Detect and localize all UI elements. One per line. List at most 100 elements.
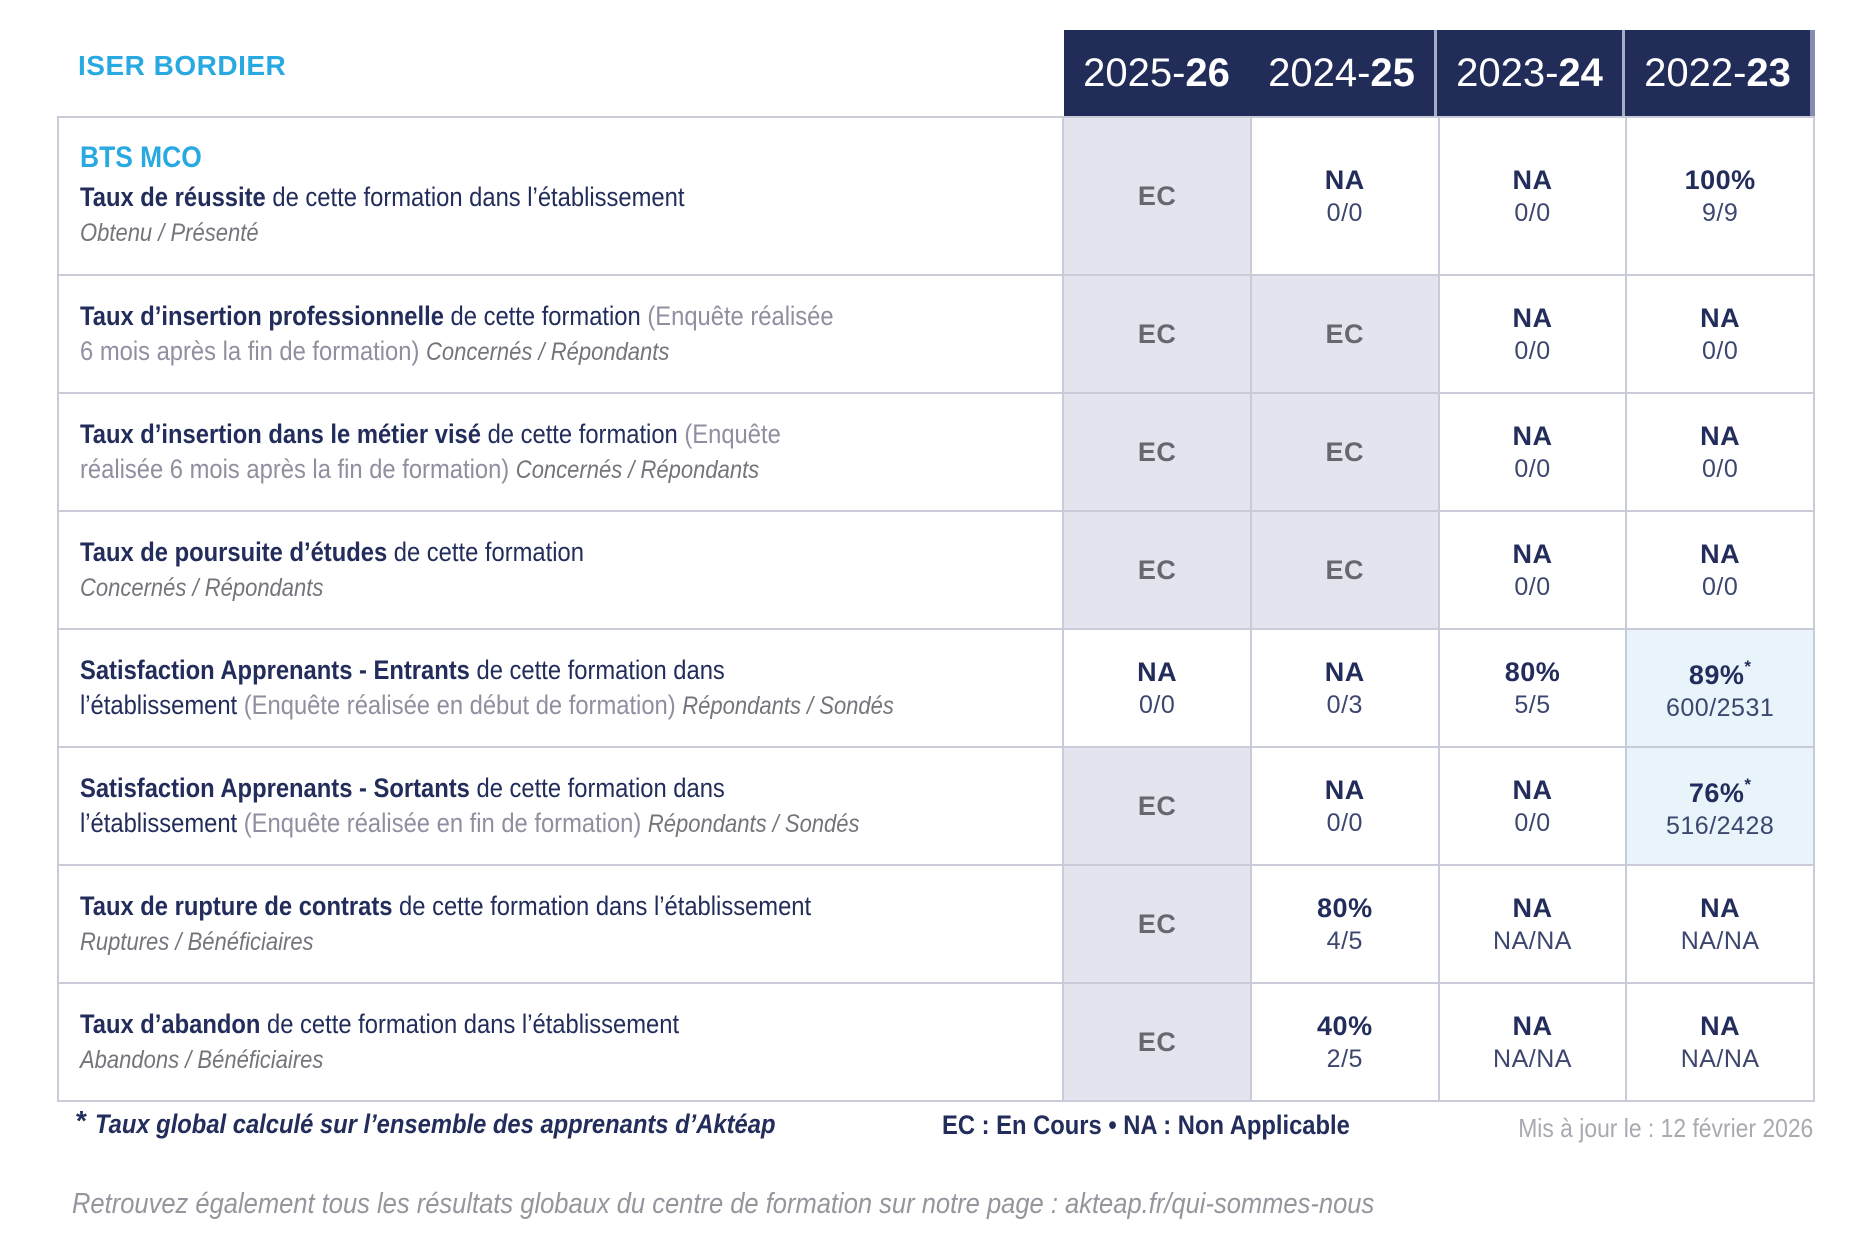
institution-name: ISER BORDIER (78, 50, 287, 81)
value-main: EC (1325, 319, 1365, 349)
row-label-taux-insertion-metier-vise: Taux d’insertion dans le métier visé de … (59, 394, 1062, 510)
value-sub: 0/3 (1326, 691, 1363, 719)
value-cell-taux-insertion-metier-vise-2023-24: NA 0/0 (1437, 394, 1626, 510)
row-label-line: Taux de poursuite d’études de cette form… (80, 535, 1048, 570)
value-main: NA (1512, 893, 1553, 923)
global-results-note-text: Retrouvez également tous les résultats g… (72, 1188, 1375, 1220)
value-cell-taux-de-reussite-2024-25: NA 0/0 (1249, 118, 1438, 274)
row-label-line-text: Taux de poursuite d’études de cette form… (80, 535, 584, 570)
legend-abbreviations: EC : En Cours • NA : Non Applicable (942, 1110, 1405, 1141)
value-sub: 600/2531 (1666, 694, 1775, 722)
value-main: NA (1512, 539, 1553, 569)
value-main: NA (1700, 303, 1741, 333)
value-cell-satisfaction-apprenants-sortants-2024-25: NA 0/0 (1249, 748, 1438, 864)
label-segment: (Enquête réalisée en début de formation) (243, 689, 683, 720)
year-column-2025-26: 2025- 26 (1064, 30, 1249, 116)
row-label-taux-rupture-contrats: Taux de rupture de contrats de cette for… (59, 866, 1062, 982)
value-cell-satisfaction-apprenants-entrants-2023-24: 80% 5/5 (1437, 630, 1626, 746)
label-segment: Ruptures / Bénéficiaires (80, 927, 314, 956)
last-updated: Mis à jour le : 12 février 2026 (1478, 1113, 1813, 1144)
value-sub: NA/NA (1680, 927, 1760, 955)
value-sub: 0/0 (1514, 573, 1551, 601)
row-label-line-text: Ruptures / Bénéficiaires (80, 924, 314, 960)
label-segment: Répondants / Sondés (682, 691, 894, 720)
value-main: NA (1700, 421, 1741, 451)
label-segment: l’établissement (80, 807, 244, 838)
table-row-satisfaction-apprenants-sortants: Satisfaction Apprenants - Sortants de ce… (59, 746, 1813, 864)
value-cell-taux-rupture-contrats-2023-24: NA NA/NA (1437, 866, 1626, 982)
label-segment: de cette formation (393, 536, 584, 567)
value-cell-taux-poursuite-etudes-2024-25: EC (1249, 512, 1438, 628)
value-sub: 0/0 (1702, 573, 1739, 601)
value-main: NA (1700, 893, 1741, 923)
label-segment: Taux d’abandon (80, 1008, 268, 1039)
label-segment: de cette formation dans l’établissement (267, 1008, 680, 1039)
label-segment: de cette formation (487, 418, 685, 449)
value-main: 89%* (1688, 657, 1752, 690)
value-main: NA (1512, 775, 1553, 805)
value-sub: 2/5 (1326, 1045, 1363, 1073)
value-cell-satisfaction-apprenants-entrants-2022-23: 89%* 600/2531 (1625, 630, 1813, 746)
value-main: NA (1512, 421, 1553, 451)
label-segment: (Enquête réalisée en fin de formation) (243, 807, 648, 838)
value-cell-taux-abandon-2024-25: 40% 2/5 (1249, 984, 1438, 1100)
year-suffix: 24 (1558, 50, 1603, 95)
row-label-line: Taux d’insertion professionnelle de cett… (80, 299, 1048, 334)
value-cell-taux-poursuite-etudes-2022-23: NA 0/0 (1625, 512, 1813, 628)
label-segment: Taux d’insertion professionnelle (80, 300, 451, 331)
label-segment: de cette formation dans (476, 772, 725, 803)
table-row-taux-de-reussite: BTS MCO Taux de réussite de cette formati… (59, 118, 1813, 274)
year-column-2024-25: 2024- 25 (1249, 30, 1434, 116)
label-segment: de cette formation dans l’établissement (272, 182, 685, 212)
label-segment: Répondants / Sondés (647, 809, 860, 838)
table-row-taux-rupture-contrats: Taux de rupture de contrats de cette for… (59, 864, 1813, 982)
label-segment: Taux de réussite (80, 182, 273, 212)
value-cell-taux-rupture-contrats-2025-26: EC (1062, 866, 1250, 982)
year-column-2022-23: 2022- 23 (1622, 30, 1810, 116)
value-main: NA (1512, 165, 1553, 195)
value-sub: 9/9 (1702, 199, 1739, 227)
value-cell-taux-poursuite-etudes-2023-24: NA 0/0 (1437, 512, 1626, 628)
value-main: NA (1512, 1011, 1553, 1041)
label-segment: (Enquête réalisée (647, 300, 834, 331)
value-asterisk-mark: * (1744, 775, 1752, 794)
value-sub: 0/0 (1326, 809, 1363, 837)
row-label-taux-de-reussite: BTS MCO Taux de réussite de cette formati… (59, 118, 1062, 274)
row-label-line-text: Concernés / Répondants (80, 570, 323, 606)
value-sub: 516/2428 (1666, 812, 1775, 840)
row-label-line-text: Satisfaction Apprenants - Sortants de ce… (80, 771, 725, 806)
label-segment: de cette formation dans (476, 654, 725, 685)
value-sub: NA/NA (1680, 1045, 1760, 1073)
value-main: EC (1137, 1027, 1177, 1057)
row-label-line: l’établissement (Enquête réalisée en déb… (80, 688, 1048, 724)
row-label-line-text: l’établissement (Enquête réalisée en fin… (80, 806, 860, 842)
row-label-line-text: Obtenu / Présenté (80, 215, 259, 251)
table-row-satisfaction-apprenants-entrants: Satisfaction Apprenants - Entrants de ce… (59, 628, 1813, 746)
table-row-taux-abandon: Taux d’abandon de cette formation dans l… (59, 982, 1813, 1100)
row-label-taux-abandon: Taux d’abandon de cette formation dans l… (59, 984, 1062, 1100)
value-sub: 0/0 (1139, 691, 1176, 719)
value-main: NA (1700, 1011, 1741, 1041)
value-cell-taux-insertion-metier-vise-2022-23: NA 0/0 (1625, 394, 1813, 510)
label-segment: Taux de rupture de contrats (80, 890, 400, 921)
value-cell-taux-insertion-metier-vise-2025-26: EC (1062, 394, 1250, 510)
value-cell-taux-abandon-2023-24: NA NA/NA (1437, 984, 1626, 1100)
label-segment: Taux de poursuite d’études (80, 536, 394, 567)
value-sub: NA/NA (1493, 1045, 1572, 1073)
value-sub: 0/0 (1514, 337, 1551, 365)
footnote-global-rate: * Taux global calculé sur l’ensemble des … (76, 1105, 868, 1140)
value-main: EC (1137, 909, 1177, 939)
results-table: BTS MCO Taux de réussite de cette formati… (57, 116, 1815, 1102)
row-label-line: Concernés / Répondants (80, 570, 1048, 606)
year-header-bar: 2025- 26 2024- 25 2023- 24 2022- 23 (1064, 30, 1815, 116)
row-label-line-text: Taux de réussite de cette formation dans… (80, 180, 684, 215)
row-label-line: Taux de réussite de cette formation dans… (80, 180, 1048, 215)
value-main: EC (1325, 437, 1365, 467)
value-cell-satisfaction-apprenants-sortants-2025-26: EC (1062, 748, 1250, 864)
value-cell-taux-de-reussite-2022-23: 100% 9/9 (1625, 118, 1813, 274)
year-prefix: 2023- (1456, 50, 1559, 95)
label-segment: (Enquête (684, 418, 781, 449)
value-cell-taux-insertion-professionnelle-2022-23: NA 0/0 (1625, 276, 1813, 392)
value-cell-taux-poursuite-etudes-2025-26: EC (1062, 512, 1250, 628)
value-sub: 0/0 (1514, 809, 1551, 837)
